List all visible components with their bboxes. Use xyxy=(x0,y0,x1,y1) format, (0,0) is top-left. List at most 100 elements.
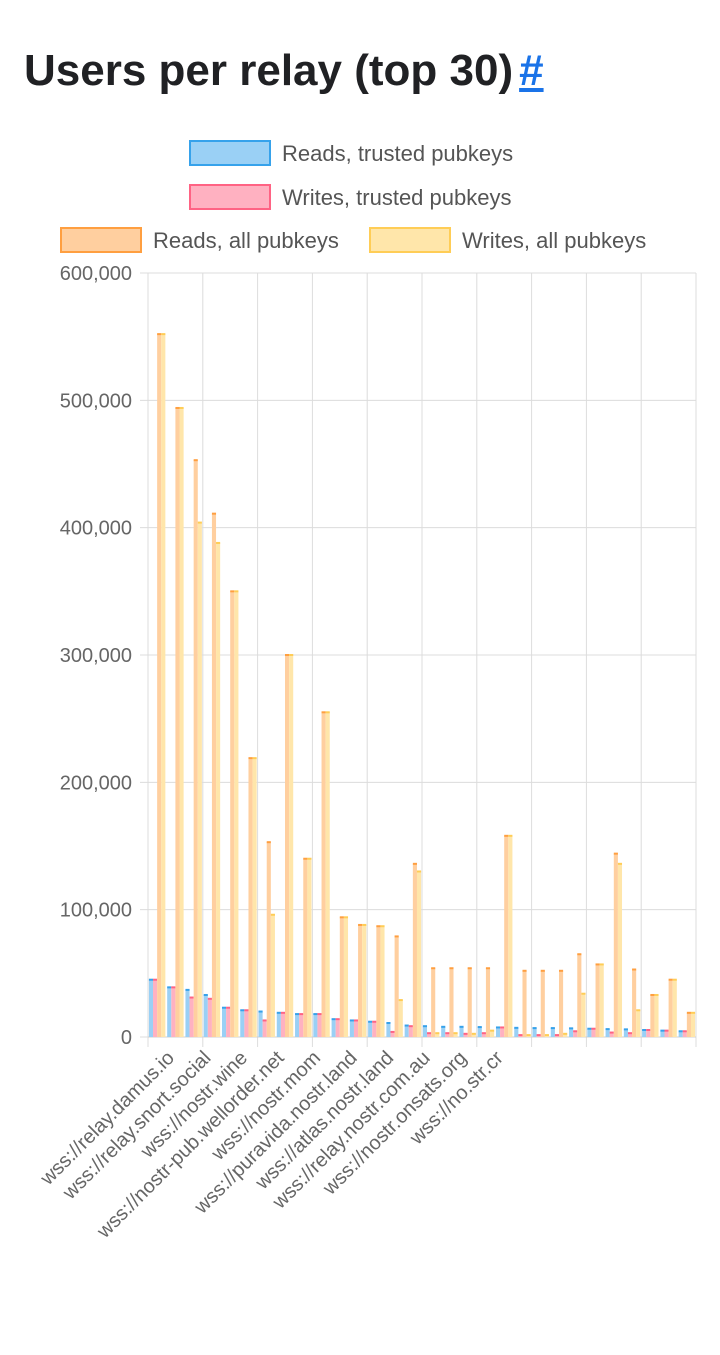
bar xyxy=(668,979,673,1037)
bar xyxy=(605,1029,610,1037)
bar xyxy=(627,1033,633,1037)
bar xyxy=(690,1012,696,1037)
legend-swatch xyxy=(369,227,451,253)
bar xyxy=(285,655,290,1037)
bar xyxy=(508,835,513,1037)
bar xyxy=(404,1025,409,1037)
bar xyxy=(207,998,212,1037)
bar xyxy=(471,1033,476,1037)
bar xyxy=(587,1028,592,1037)
bar xyxy=(295,1014,300,1037)
bar xyxy=(171,987,176,1037)
bar xyxy=(522,970,527,1037)
bar xyxy=(617,863,623,1037)
bar xyxy=(573,1031,578,1037)
bar xyxy=(394,936,399,1037)
bar xyxy=(221,1007,227,1037)
bar xyxy=(248,758,253,1037)
bar xyxy=(230,591,235,1037)
bar xyxy=(266,842,271,1037)
bar xyxy=(495,1027,501,1037)
bar xyxy=(317,1014,322,1037)
x-axis-ticks: wss://relay.damus.iowss://relay.snort.so… xyxy=(36,1047,508,1244)
bar xyxy=(569,1028,574,1037)
chart-bars xyxy=(148,333,696,1037)
bar xyxy=(211,513,217,1037)
bar xyxy=(153,979,158,1037)
bar xyxy=(376,926,381,1037)
bar xyxy=(504,835,509,1037)
bar xyxy=(609,1032,614,1037)
bar xyxy=(686,1012,691,1037)
bar xyxy=(416,871,422,1037)
bar xyxy=(368,1021,373,1037)
bar xyxy=(514,1027,519,1037)
bar xyxy=(189,997,194,1037)
bar xyxy=(445,1033,450,1037)
bar xyxy=(532,1028,537,1037)
y-axis-ticks: 0 100,000 200,000 300,000 400,000 500,000 600,… xyxy=(60,263,132,1049)
y-tick-label: 200,000 xyxy=(60,772,132,794)
bar xyxy=(599,964,604,1037)
bar xyxy=(157,334,162,1037)
bar xyxy=(453,1033,458,1037)
bar xyxy=(435,1033,440,1037)
bar xyxy=(276,1012,281,1037)
bar xyxy=(654,994,659,1037)
bar xyxy=(577,954,582,1037)
bar xyxy=(179,407,184,1037)
bar xyxy=(252,758,257,1037)
bar xyxy=(161,334,166,1037)
bar xyxy=(331,1019,336,1037)
bar xyxy=(193,460,198,1037)
legend-label: Writes, all pubkeys xyxy=(462,228,646,253)
bar xyxy=(262,1020,267,1037)
bar xyxy=(353,1020,359,1037)
anchor-link[interactable]: # xyxy=(519,46,544,95)
bar xyxy=(500,1027,505,1037)
bar xyxy=(449,968,454,1037)
y-tick-label: 400,000 xyxy=(60,518,132,540)
bar xyxy=(398,1000,403,1037)
y-tick-label: 500,000 xyxy=(60,390,132,412)
bar xyxy=(427,1033,432,1037)
bar xyxy=(613,853,618,1037)
bar xyxy=(490,1030,495,1037)
bar xyxy=(343,917,349,1037)
bar xyxy=(216,542,221,1037)
bar xyxy=(197,522,202,1037)
bar xyxy=(550,1028,555,1037)
bar xyxy=(185,989,190,1037)
bar xyxy=(148,979,154,1037)
bar xyxy=(591,1028,596,1037)
bar xyxy=(441,1026,446,1037)
bar xyxy=(650,994,655,1037)
bar xyxy=(540,970,545,1037)
bar xyxy=(226,1007,231,1037)
bar xyxy=(167,987,172,1037)
legend-label: Reads, trusted pubkeys xyxy=(282,141,513,166)
bar xyxy=(412,863,417,1037)
bar xyxy=(244,1010,249,1037)
bar xyxy=(280,1012,285,1037)
bar xyxy=(307,858,312,1037)
bar xyxy=(467,968,472,1037)
bar xyxy=(477,1027,482,1037)
y-tick-label: 600,000 xyxy=(60,263,132,285)
bar xyxy=(339,917,344,1037)
bar xyxy=(563,1033,568,1037)
bar xyxy=(362,924,367,1037)
bar xyxy=(459,1026,464,1037)
bar xyxy=(270,914,275,1037)
bar xyxy=(299,1014,304,1037)
legend-swatch xyxy=(60,227,142,253)
bar xyxy=(632,969,637,1037)
bar xyxy=(636,1010,641,1037)
bar xyxy=(623,1029,628,1037)
bar xyxy=(349,1020,354,1037)
page-title: Users per relay (top 30) # xyxy=(24,46,544,96)
bar xyxy=(481,1033,486,1037)
bar xyxy=(390,1031,395,1037)
bar xyxy=(431,968,436,1037)
bar xyxy=(422,1026,428,1037)
